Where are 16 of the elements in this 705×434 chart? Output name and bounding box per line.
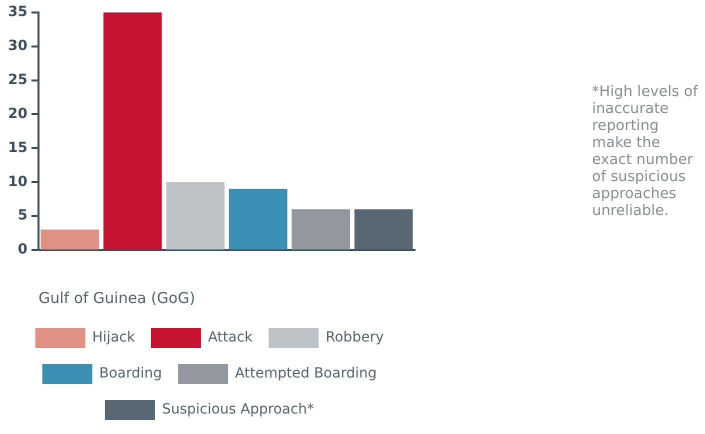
legend-label: Boarding [99, 366, 162, 382]
y-tick-label: 15 [8, 140, 28, 156]
y-tick-label: 35 [8, 4, 28, 20]
legend-label: Robbery [326, 330, 384, 346]
y-tick-label: 30 [8, 38, 28, 54]
legend-label: Attack [208, 330, 254, 346]
y-tick-label: 0 [18, 242, 28, 258]
y-tick-label: 20 [8, 106, 28, 122]
y-tick-label: 5 [18, 208, 28, 224]
legend-label: Attempted Boarding [235, 366, 377, 382]
y-tick-label: 25 [8, 72, 28, 88]
text: *High levels of inaccurate reporting make the exact number of suspicious approaches unreliable. [592, 84, 700, 220]
y-tick-label: 10 [8, 174, 28, 190]
legend-label: Suspicious Approach* [162, 402, 314, 418]
legend-label: Hijack [92, 330, 136, 346]
x-axis-title: Gulf of Guinea (GoG) [38, 288, 196, 307]
